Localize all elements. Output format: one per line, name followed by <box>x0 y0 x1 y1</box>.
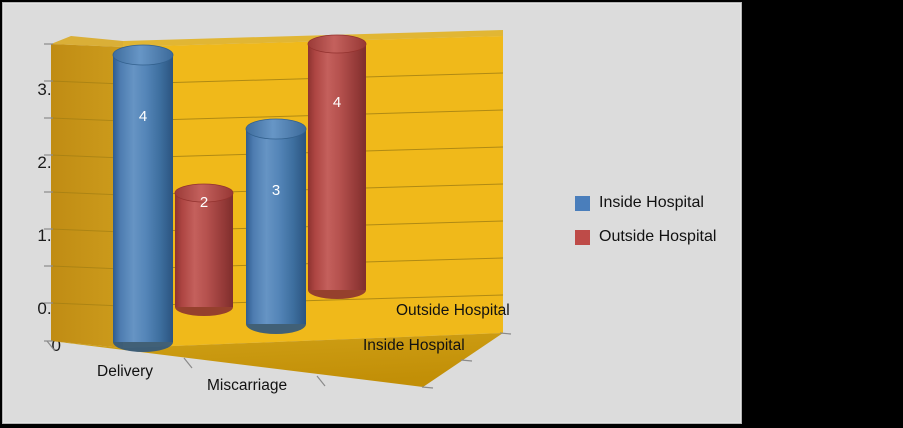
legend: Inside Hospital Outside Hospital <box>575 186 735 254</box>
bar-value-delivery-outside: 2 <box>200 194 208 211</box>
bar-value-delivery-inside: 4 <box>139 108 147 125</box>
left-wall-gridlines <box>50 80 124 307</box>
category-label-miscarriage: Miscarriage <box>207 377 288 394</box>
legend-swatch-icon-outside <box>575 229 590 245</box>
depth-label-inside-hospital: Inside Hospital <box>363 337 465 354</box>
left-wall <box>51 44 123 348</box>
legend-item-outside-hospital[interactable]: Outside Hospital <box>575 220 735 254</box>
x-axis-ticks <box>46 340 326 387</box>
bar-miscarriage-outside-hospital[interactable]: 4 <box>307 34 367 299</box>
y-axis-ticks <box>44 43 53 342</box>
depth-label-outside-hospital: Outside Hospital <box>396 302 510 319</box>
bar-value-miscarriage-inside: 3 <box>272 182 280 199</box>
depth-axis-ticks <box>421 332 512 389</box>
legend-label-inside-hospital: Inside Hospital <box>599 194 704 211</box>
legend-swatch-icon-inside <box>575 195 590 211</box>
bar-value-miscarriage-outside: 4 <box>333 94 341 111</box>
bar-delivery-inside-hospital[interactable]: 4 <box>112 44 174 352</box>
category-label-delivery: Delivery <box>97 363 153 380</box>
chart-panel: 4 3.5 3 2.5 2 1.5 1 0.5 0 <box>2 2 742 424</box>
bar-delivery-outside-hospital[interactable]: 2 <box>174 183 234 316</box>
legend-item-inside-hospital[interactable]: Inside Hospital <box>575 186 735 220</box>
y-tick-label-0: 0 <box>51 336 61 355</box>
legend-label-outside-hospital: Outside Hospital <box>599 228 717 245</box>
left-wall-top-edge <box>51 36 123 47</box>
plot-area: 2 4 4 3 <box>44 30 512 389</box>
bar-miscarriage-inside-hospital[interactable]: 3 <box>245 118 307 334</box>
